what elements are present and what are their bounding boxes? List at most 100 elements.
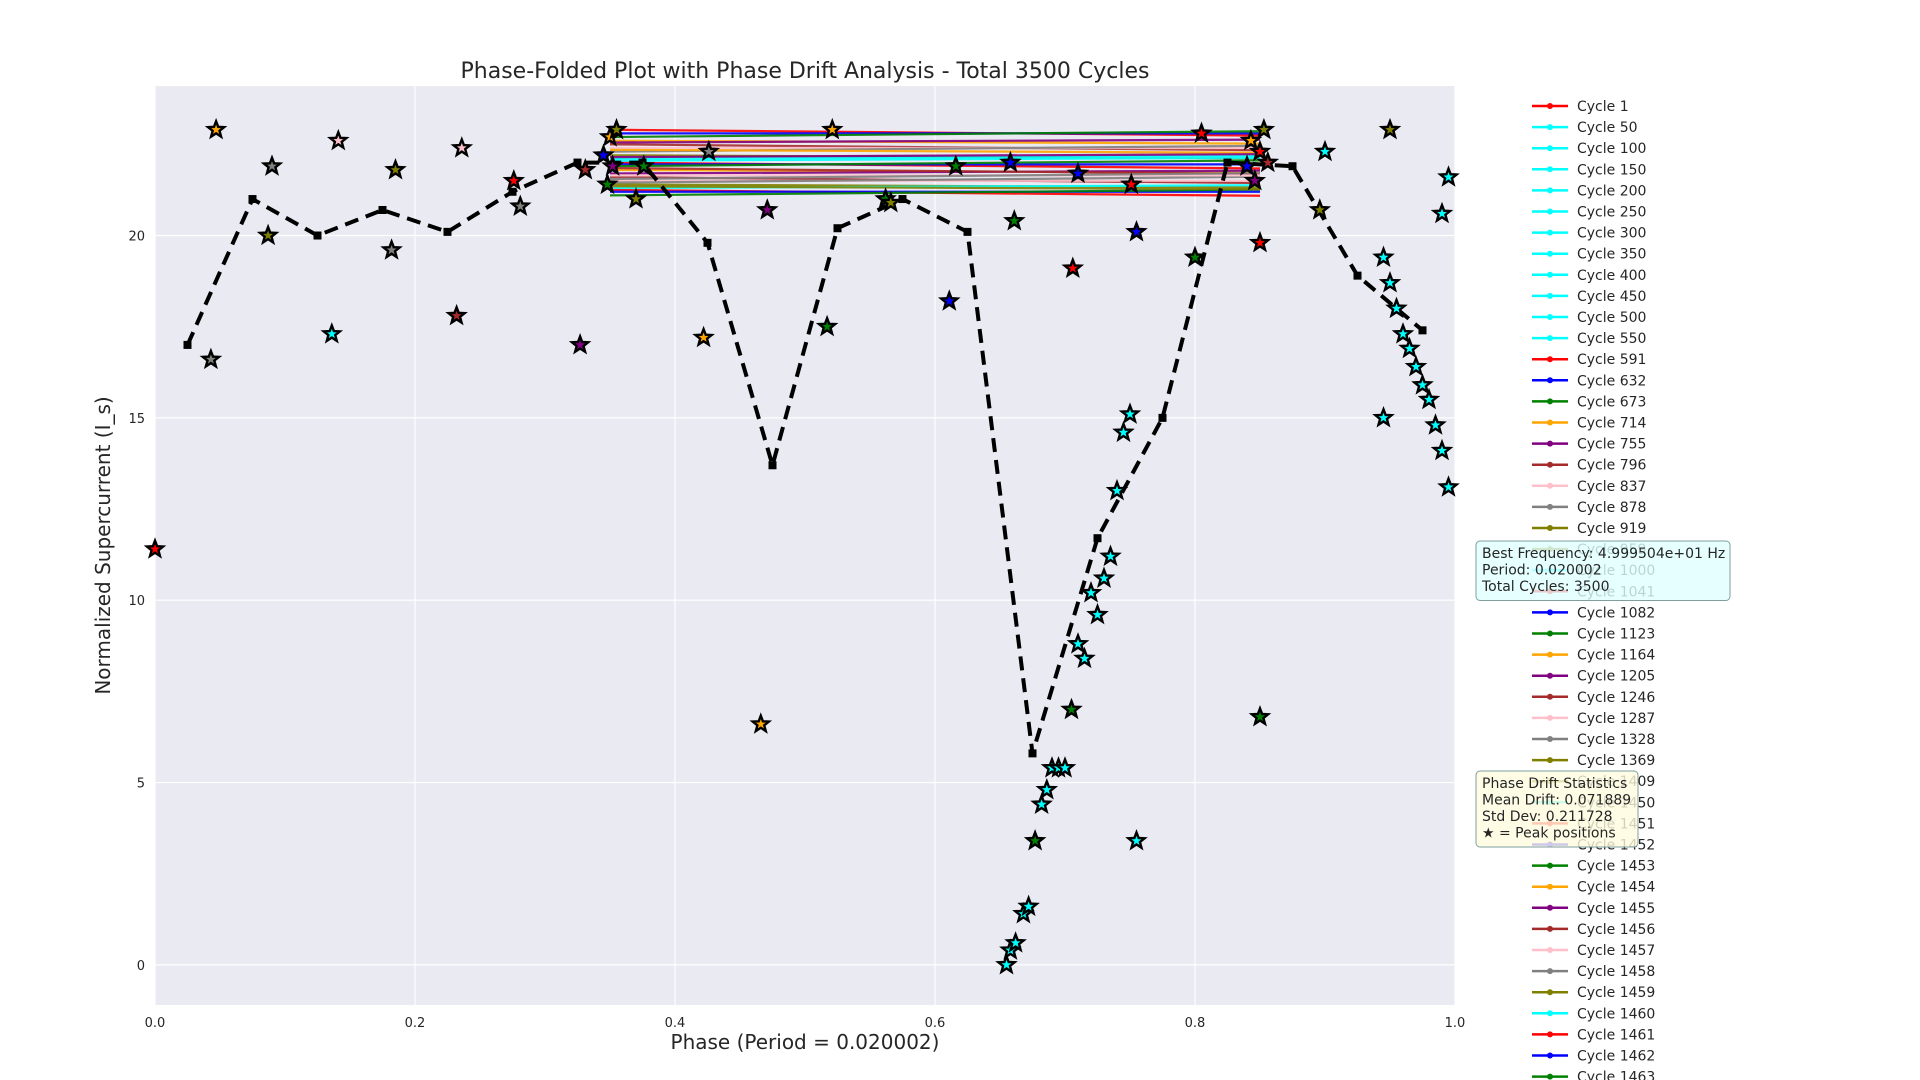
legend-label: Cycle 1369 [1577, 753, 1655, 769]
peak-star [1417, 387, 1441, 410]
legend-marker [1547, 482, 1553, 489]
legend-marker [1547, 187, 1553, 194]
legend-marker [1547, 862, 1553, 869]
legend-marker [1547, 904, 1553, 911]
peak-star [1248, 139, 1272, 162]
peak-star [143, 537, 167, 559]
peak-star [605, 117, 628, 140]
peak-star [1308, 198, 1332, 220]
legend-marker [1547, 103, 1553, 109]
legend-item: Cycle 1123 [1532, 627, 1655, 643]
mean-profile-point [443, 227, 452, 236]
peak-star [1183, 245, 1207, 268]
peak-star [1385, 296, 1408, 319]
legend-marker [1547, 208, 1553, 215]
peak-star [1437, 475, 1460, 497]
peak-star [1256, 150, 1280, 173]
peak-star [1017, 894, 1040, 917]
legend-marker [1547, 166, 1553, 173]
legend-marker [1547, 883, 1553, 890]
legend-label: Cycle 1 [1577, 99, 1629, 115]
info-box-background [1475, 770, 1639, 848]
legend-label: Cycle 100 [1577, 141, 1646, 157]
legend-marker [1547, 461, 1553, 468]
legend-marker [1547, 440, 1553, 447]
mean-profile-point [378, 205, 387, 214]
mean-profile-markers [183, 158, 1427, 758]
info-box-line: Mean Drift: 0.071889 [1482, 793, 1631, 809]
y-tick-label: 10 [128, 594, 145, 609]
info-box-background [1475, 540, 1731, 601]
legend-label: Cycle 919 [1577, 521, 1646, 537]
peak-star [601, 154, 624, 176]
mean-profile-point [1288, 162, 1297, 171]
mean-profile-point [1093, 534, 1102, 543]
peak-star [1398, 336, 1421, 359]
legend-item: Cycle 1454 [1532, 880, 1655, 896]
legend-item: Cycle 1459 [1532, 985, 1655, 1001]
peak-star [995, 952, 1018, 975]
legend-marker [1547, 925, 1553, 932]
legend-marker [1547, 271, 1553, 278]
peak-star [1053, 756, 1077, 778]
peak-star [1372, 245, 1395, 268]
legend-item: Cycle 50 [1532, 120, 1638, 136]
peak-star [592, 143, 615, 165]
x-axis-title: Phase (Period = 0.020002) [671, 1030, 940, 1054]
legend-label: Cycle 1459 [1577, 985, 1655, 1001]
legend-marker [1547, 968, 1553, 975]
legend-label: Cycle 150 [1577, 162, 1646, 178]
legend-label: Cycle 837 [1577, 479, 1646, 495]
legend-item: Cycle 673 [1532, 394, 1646, 410]
legend-label: Cycle 1164 [1577, 648, 1655, 664]
legend-label: Cycle 1453 [1577, 859, 1655, 875]
legend-marker [1547, 145, 1553, 152]
legend-item: Cycle 796 [1532, 458, 1647, 474]
peak-star [384, 158, 407, 180]
peak-markers [143, 117, 1460, 975]
mean-profile-point [1353, 271, 1362, 280]
peak-star [256, 223, 280, 246]
cycle-line [609, 156, 1261, 162]
legend-marker [1547, 1052, 1553, 1059]
peak-star [199, 347, 223, 370]
peak-star [509, 194, 532, 216]
legend-item: Cycle 1462 [1532, 1049, 1655, 1065]
peak-star [1248, 705, 1272, 727]
legend-item: Cycle 1460 [1532, 1006, 1655, 1022]
peak-star [1404, 354, 1428, 377]
legend-label: Cycle 500 [1577, 310, 1646, 326]
peak-star [938, 289, 961, 311]
y-tick-labels: 0 5 10 15 20 [128, 230, 145, 974]
plot-area [155, 86, 1455, 1005]
peak-star [204, 117, 228, 140]
legend-label: Cycle 1082 [1577, 605, 1655, 621]
y-axis-title: Normalized Supercurrent (I_s) [91, 396, 115, 694]
mean-profile-point [898, 195, 907, 204]
x-tick-label: 0.8 [1185, 1016, 1206, 1031]
peak-star [1125, 219, 1148, 242]
legend-item: Cycle 300 [1532, 226, 1646, 242]
info-box-line: Phase Drift Statistics [1482, 776, 1627, 792]
peak-star [944, 154, 968, 176]
peak-star [326, 128, 350, 151]
peak-star [1118, 402, 1142, 424]
legend-label: Cycle 1460 [1577, 1006, 1655, 1022]
mean-profile-point [573, 158, 582, 167]
legend-marker [1547, 292, 1553, 299]
peak-star [380, 238, 403, 260]
peak-star [502, 168, 526, 191]
peak-star [1424, 413, 1447, 435]
mean-profile-point [1028, 749, 1037, 758]
legend-item: Cycle 400 [1532, 268, 1646, 284]
peak-star [568, 333, 592, 355]
y-tick-label: 15 [128, 412, 145, 427]
mean-profile-point [768, 461, 777, 470]
peak-star [1112, 420, 1135, 443]
mean-profile-point [313, 231, 322, 240]
legend-marker [1547, 757, 1553, 764]
x-tick-label: 0.2 [405, 1016, 426, 1031]
legend-label: Cycle 1328 [1577, 732, 1655, 748]
